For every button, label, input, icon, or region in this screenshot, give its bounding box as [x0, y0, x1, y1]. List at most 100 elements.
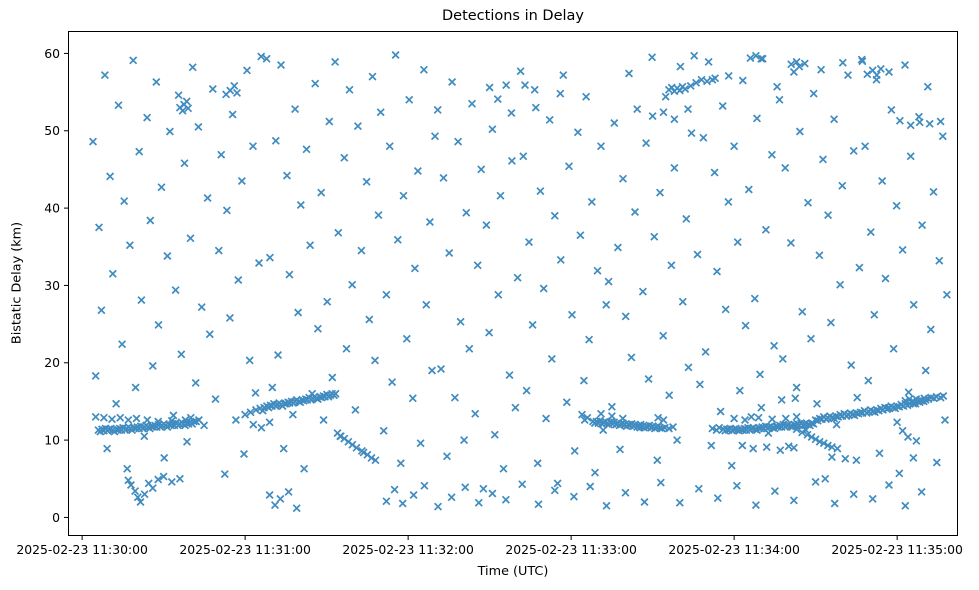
x-marker: [456, 317, 465, 326]
x-marker: [590, 468, 600, 477]
x-marker: [881, 274, 890, 283]
y-tick-label: 10: [44, 433, 60, 448]
x-marker: [939, 391, 948, 401]
x-marker: [932, 458, 941, 467]
x-marker: [265, 253, 274, 262]
x-marker: [762, 443, 771, 452]
x-marker: [184, 104, 193, 113]
x-marker: [884, 480, 894, 490]
x-marker: [419, 65, 428, 74]
x-marker: [370, 356, 380, 365]
x-marker: [131, 487, 140, 496]
x-marker: [892, 201, 901, 210]
x-marker: [133, 493, 142, 502]
x-marker: [577, 410, 587, 419]
x-marker: [826, 318, 835, 327]
x-marker: [702, 77, 712, 86]
x-marker: [642, 139, 651, 148]
x-marker: [695, 380, 704, 389]
x-marker: [485, 83, 494, 92]
x-marker: [697, 75, 706, 84]
x-marker: [313, 324, 322, 333]
x-marker: [511, 403, 520, 412]
x-marker: [167, 416, 176, 425]
y-tick-label: 60: [44, 46, 60, 61]
x-marker: [288, 410, 297, 419]
x-marker: [853, 393, 862, 402]
x-marker: [271, 136, 280, 145]
x-marker: [682, 214, 691, 223]
x-marker: [479, 484, 488, 493]
x-marker: [586, 482, 595, 491]
x-marker: [604, 277, 613, 286]
x-marker: [681, 84, 690, 94]
x-marker: [242, 66, 252, 75]
x-marker: [292, 504, 301, 513]
x-marker: [712, 267, 722, 276]
x-marker: [88, 137, 98, 146]
x-marker: [579, 376, 588, 385]
x-marker: [621, 488, 630, 497]
x-marker: [602, 501, 611, 510]
x-marker: [467, 99, 477, 108]
x-marker: [409, 490, 418, 500]
x-marker: [704, 57, 713, 66]
x-marker: [462, 208, 471, 217]
x-marker: [776, 446, 785, 455]
x-marker: [559, 71, 568, 80]
x-marker: [801, 426, 810, 435]
x-marker: [251, 388, 260, 397]
x-marker: [319, 415, 328, 425]
x-marker: [393, 235, 402, 244]
x-marker: [445, 248, 454, 258]
x-marker: [99, 413, 108, 422]
x-marker: [254, 258, 264, 268]
x-marker: [239, 449, 249, 459]
x-marker: [821, 474, 830, 483]
x-marker: [107, 415, 117, 424]
x-marker: [157, 183, 166, 192]
x-marker: [108, 269, 117, 278]
x-marker: [276, 60, 286, 70]
x-marker: [746, 54, 755, 63]
x-marker: [513, 273, 522, 282]
x-marker: [757, 54, 766, 63]
x-marker: [751, 501, 760, 510]
x-marker: [713, 494, 722, 503]
x-marker: [815, 251, 824, 260]
x-marker: [550, 486, 559, 495]
x-marker: [241, 410, 250, 419]
x-marker: [710, 168, 719, 177]
x-marker: [724, 197, 733, 206]
x-marker: [593, 266, 602, 275]
x-marker: [599, 426, 608, 435]
x-marker: [382, 497, 391, 506]
x-marker: [124, 476, 133, 485]
x-marker: [929, 187, 938, 196]
x-marker: [596, 409, 606, 418]
x-marker: [732, 481, 741, 490]
x-marker: [249, 420, 258, 429]
x-marker: [131, 383, 140, 392]
x-marker: [570, 446, 579, 455]
x-marker: [91, 412, 100, 421]
x-marker: [379, 426, 388, 435]
x-marker: [154, 320, 163, 329]
x-marker: [659, 331, 668, 340]
x-marker: [648, 53, 657, 62]
x-marker: [656, 478, 665, 487]
x-marker: [718, 101, 727, 111]
x-marker: [460, 436, 469, 445]
x-marker: [630, 207, 640, 217]
x-marker: [357, 246, 366, 255]
x-marker: [898, 426, 907, 435]
x-marker: [749, 444, 758, 453]
x-marker: [433, 502, 443, 511]
x-marker: [203, 193, 212, 203]
x-marker: [849, 490, 858, 499]
x-marker: [858, 57, 867, 66]
x-marker: [518, 480, 527, 489]
x-marker: [692, 78, 701, 87]
x-marker: [388, 378, 397, 387]
